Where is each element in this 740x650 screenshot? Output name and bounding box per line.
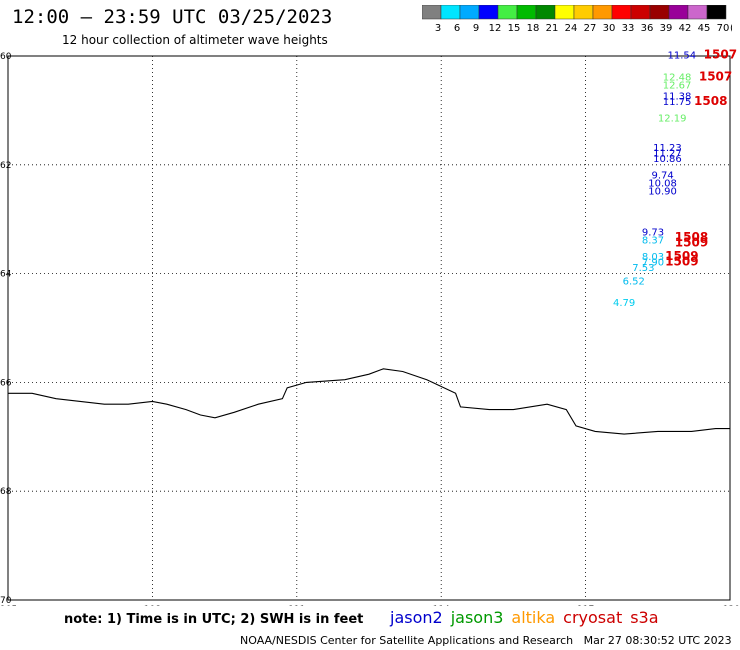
- wave-height-label: 6.52: [623, 276, 645, 287]
- map-title: 12:00 – 23:59 UTC 03/25/2023: [12, 6, 333, 28]
- wave-height-label: 9.73: [642, 228, 664, 239]
- wave-height-label: 12.67: [663, 81, 692, 92]
- scale-label: 21: [546, 23, 559, 34]
- wave-height-label: 8.03: [642, 252, 664, 263]
- wave-height-map: 60626466687010510811111411712011.5415071…: [0, 48, 740, 606]
- wave-height-label: 10.08: [648, 179, 677, 190]
- scale-label: 30: [603, 23, 616, 34]
- scale-label: 42: [679, 23, 692, 34]
- legend-s3a: s3a: [630, 608, 659, 627]
- scale-label: 15: [508, 23, 521, 34]
- lat-label: 68: [0, 487, 12, 497]
- lon-label: 114: [433, 605, 450, 606]
- wave-height-label: 8.37: [642, 236, 664, 247]
- legend-jason3: jason3: [450, 608, 504, 627]
- wave-height-label: 7.90: [642, 257, 664, 268]
- wave-height-label: 1509: [665, 249, 698, 263]
- satellite-legend: jason2 jason3 altika cryosat s3a: [390, 608, 667, 627]
- wave-height-label: 7.53: [632, 263, 654, 274]
- wave-height-label: 11.27: [653, 149, 682, 160]
- wave-height-label: 1509: [675, 235, 708, 249]
- legend-cryosat: cryosat: [563, 608, 623, 627]
- wave-height-label: 9.74: [651, 170, 673, 181]
- coastline: [8, 368, 730, 435]
- scale-label: 36: [641, 23, 654, 34]
- scale-label: 18: [527, 23, 540, 34]
- wave-height-label: 11.54: [668, 51, 697, 62]
- lat-label: 66: [0, 378, 12, 388]
- lon-label: 111: [288, 605, 305, 606]
- legend-altika: altika: [511, 608, 556, 627]
- lat-label: 70: [0, 596, 12, 606]
- scale-label: 12: [489, 23, 502, 34]
- wave-height-label: 11.23: [653, 143, 682, 154]
- wave-height-label: 1508: [694, 94, 727, 108]
- scale-label: 27: [584, 23, 597, 34]
- lon-label: 120: [723, 605, 740, 606]
- wave-height-label: 1507: [704, 48, 737, 62]
- wave-height-label: 1508: [675, 230, 708, 244]
- scale-label: 39: [660, 23, 673, 34]
- scale-label: 9: [473, 23, 479, 34]
- lon-label: 105: [0, 605, 17, 606]
- credit-line: NOAA/NESDIS Center for Satellite Applica…: [240, 634, 732, 647]
- lat-label: 62: [0, 161, 11, 171]
- wave-height-label: 10.86: [653, 154, 682, 165]
- wave-height-label: 1509: [665, 254, 698, 268]
- wave-height-label: 11.75: [663, 97, 692, 108]
- footnote: note: 1) Time is in UTC; 2) SWH is in fe…: [64, 612, 364, 627]
- lon-label: 108: [144, 605, 161, 606]
- scale-label: 33: [622, 23, 635, 34]
- wave-height-label: 12.19: [658, 113, 687, 124]
- lat-label: 64: [0, 270, 12, 280]
- wave-height-label: 11.38: [663, 92, 692, 103]
- scale-label: 24: [565, 23, 578, 34]
- scale-label: 3: [435, 23, 441, 34]
- legend-jason2: jason2: [390, 608, 443, 627]
- lon-label: 117: [577, 605, 594, 606]
- wave-height-label: 1507: [699, 69, 732, 83]
- scale-swatch: [706, 5, 727, 20]
- map-frame: [7, 55, 731, 601]
- wave-height-label: 10.90: [648, 187, 677, 198]
- wave-height-label: 12.48: [663, 72, 692, 83]
- scale-label: 45: [698, 23, 711, 34]
- scale-label: 70: [717, 23, 730, 34]
- map-subtitle: 12 hour collection of altimeter wave hei…: [62, 33, 328, 47]
- scale-unit: (ft): [730, 23, 732, 34]
- lat-label: 60: [0, 52, 12, 62]
- scale-label: 6: [454, 23, 460, 34]
- wave-height-label: 4.79: [613, 298, 635, 309]
